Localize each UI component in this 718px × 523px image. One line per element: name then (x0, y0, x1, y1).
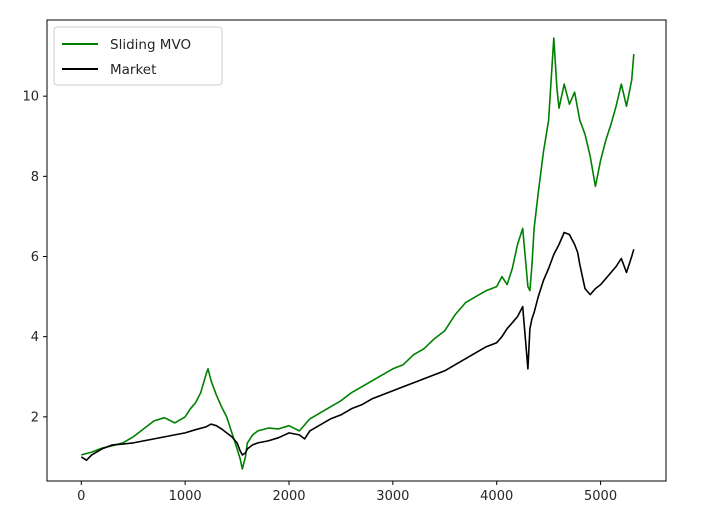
legend: Sliding MVO Market (53, 26, 223, 86)
ticks-layer: 0 1000 2000 3000 4000 5000 2 4 6 8 10 (22, 90, 617, 504)
legend-label-market: Market (110, 62, 156, 78)
x-tick-label: 2000 (272, 489, 305, 504)
plot-frame (46, 19, 667, 482)
y-tick-label: 8 (31, 170, 39, 185)
y-tick-label: 6 (31, 250, 39, 265)
y-tick-label: 2 (31, 410, 39, 425)
series-line-sliding-mvo (81, 37, 635, 470)
x-tick-label: 0 (77, 489, 85, 504)
y-tick-label: 10 (22, 90, 39, 105)
x-tick-label: 5000 (584, 489, 617, 504)
x-tick-label: 3000 (376, 489, 409, 504)
legend-label-sliding-mvo: Sliding MVO (110, 37, 191, 53)
series-line-market (80, 231, 635, 462)
legend-box (53, 26, 223, 86)
x-tick-label: 1000 (169, 489, 202, 504)
x-tick-label: 4000 (480, 489, 513, 504)
series-layer (80, 37, 635, 470)
y-tick-label: 4 (31, 330, 39, 345)
